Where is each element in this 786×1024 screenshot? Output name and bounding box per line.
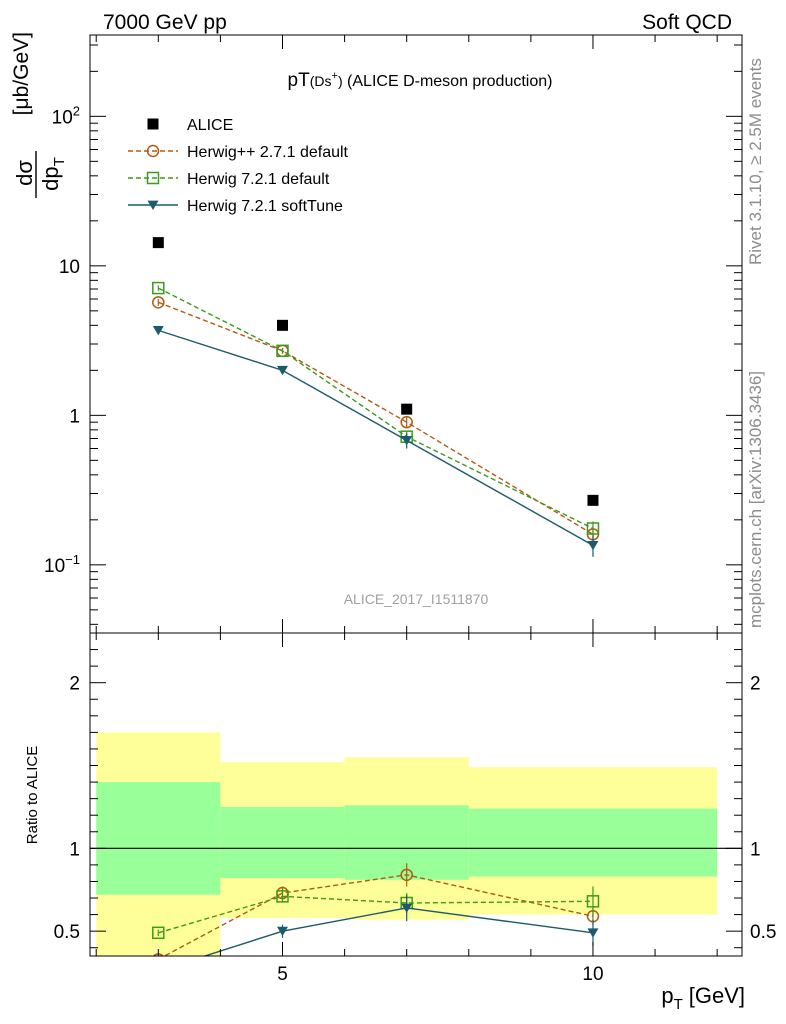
ratio-y-tick-label: 2 — [69, 674, 80, 695]
data-point — [152, 281, 165, 295]
legend-marker — [146, 171, 160, 185]
x-axis-label: pT [GeV] — [661, 983, 745, 1013]
main-y-tick-label: 102 — [52, 103, 80, 128]
x-tick-label: 5 — [277, 964, 288, 985]
ratio-panel-frame — [89, 632, 743, 957]
y-axis-label: dσ dpT [μb/GeV] — [10, 32, 68, 198]
legend-marker — [147, 118, 159, 130]
data-point — [400, 415, 413, 429]
ylabel-den-p: dp — [38, 166, 63, 190]
xlabel-p: p — [661, 983, 673, 1008]
ratio-data-point — [401, 903, 413, 913]
data-point — [276, 319, 288, 331]
title-sub: (Ds — [310, 73, 332, 89]
data-point — [587, 540, 599, 551]
data-point — [401, 435, 413, 446]
analysis-watermark: ALICE_2017_I1511870 — [344, 591, 489, 607]
ylabel-unit: [μb/GeV] — [10, 32, 33, 115]
title-main: pT — [288, 70, 311, 91]
ratio-plot-area — [90, 732, 742, 976]
legend-label: Herwig 7.2.1 softTune — [187, 198, 343, 215]
title-sup: + — [332, 70, 338, 82]
ratio-data-point — [586, 895, 600, 908]
legend-label: ALICE — [187, 117, 233, 134]
uncertainty-band-inner — [468, 808, 718, 877]
tick-label-exponent: 2 — [73, 103, 80, 118]
ratio-y-tick-label: 0.5 — [54, 922, 80, 943]
data-point — [401, 403, 413, 415]
ratio-data-point — [276, 926, 288, 937]
legend: ALICE Herwig++ 2.7.1 default Herwig 7.2.1 … — [128, 117, 349, 215]
rivet-label: Rivet 3.1.10, ≥ 2.5M events — [746, 58, 765, 265]
uncertainty-band-inner — [220, 806, 345, 879]
data-point — [276, 365, 288, 376]
legend-marker — [146, 144, 160, 158]
chart-title: pT(Ds+) (ALICE D-meson production) — [288, 70, 553, 91]
header-left: 7000 GeV pp — [103, 11, 227, 34]
main-y-tick-label: 1 — [69, 406, 80, 427]
xlabel-sub: T — [674, 996, 683, 1013]
ratio-y-tick-label-right: 2 — [750, 674, 761, 695]
series-line — [157, 287, 594, 530]
legend-label: Herwig++ 2.7.1 default — [187, 144, 349, 161]
ylabel-denominator: dpT — [38, 157, 68, 191]
tick-label-base: 10 — [44, 556, 65, 577]
ylabel-den-sub: T — [51, 157, 68, 166]
main-y-tick-label: 10−1 — [44, 552, 80, 577]
header-right: Soft QCD — [642, 11, 732, 34]
tick-label-base: 10 — [52, 107, 73, 128]
ratio-data-point — [587, 928, 599, 938]
data-point — [152, 325, 164, 336]
data-point — [276, 344, 289, 358]
series-0 — [152, 237, 599, 506]
data-point — [152, 296, 165, 309]
ratio-data-point — [152, 926, 165, 940]
series-3 — [152, 325, 599, 557]
ratio-panel: 5 10 0.5 0.5 1 1 2 2 Ratio to ALICE — [24, 632, 776, 985]
title-rest: (ALICE D-meson production) — [343, 73, 553, 90]
tick-label-base: 10 — [59, 257, 80, 278]
ratio-y-tick-label-right: 1 — [750, 839, 761, 860]
mcplots-label: mcplots.cern.ch [arXiv:1306.3436] — [746, 371, 765, 628]
ratio-y-tick-label-right: 0.5 — [750, 922, 776, 943]
legend-marker — [147, 200, 159, 210]
uncertainty-band-inner — [96, 782, 221, 895]
main-plot-area — [152, 237, 600, 557]
series-2 — [152, 281, 600, 537]
ratio-data-point — [153, 967, 164, 976]
ylabel-numerator: dσ — [12, 160, 37, 186]
series-line — [158, 329, 594, 546]
series-line — [158, 301, 594, 535]
tick-label-base: 1 — [69, 406, 80, 427]
title-close: ) — [338, 73, 343, 89]
data-point — [587, 494, 599, 506]
ratio-y-tick-label: 1 — [69, 839, 80, 860]
x-tick-label: 10 — [582, 964, 603, 985]
ratio-ylabel: Ratio to ALICE — [24, 746, 41, 844]
ratio-content — [90, 732, 742, 976]
data-point — [152, 237, 164, 249]
ratio-series-line — [158, 895, 593, 934]
ratio-axes: 5 10 0.5 0.5 1 1 2 2 — [54, 633, 776, 985]
ratio-data-point — [400, 868, 413, 882]
tick-label-exponent: −1 — [65, 552, 80, 567]
ratio-series-line — [163, 874, 594, 956]
data-point — [586, 522, 600, 535]
legend-label: Herwig 7.2.1 default — [187, 171, 330, 188]
xlabel-unit: [GeV] — [689, 983, 745, 1008]
main-y-tick-label: 10 — [59, 257, 80, 278]
series-1 — [152, 296, 600, 543]
ratio-data-point — [276, 890, 289, 903]
